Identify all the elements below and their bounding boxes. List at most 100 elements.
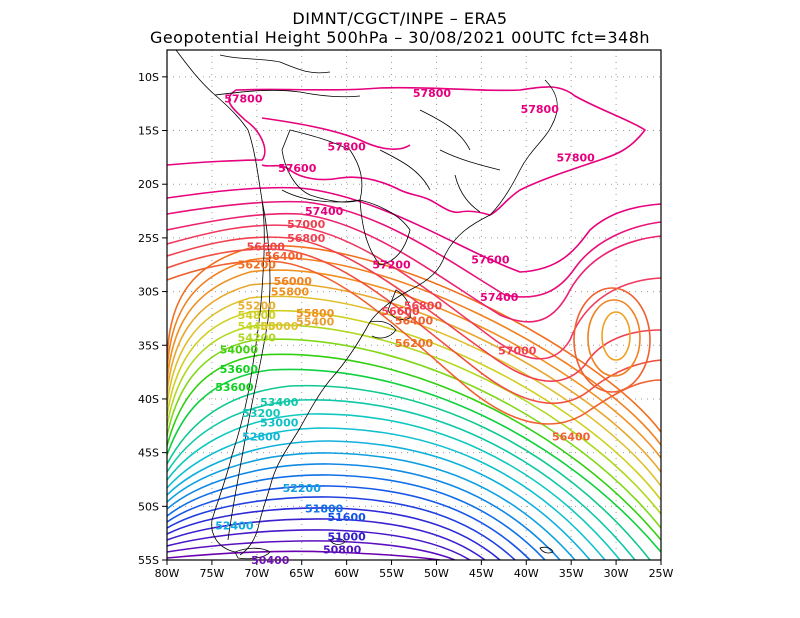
contour-label: 57000 — [287, 218, 326, 231]
contour-label: 57600 — [278, 162, 317, 175]
contour-50600 — [167, 518, 486, 560]
lon-tick-label: 40W — [514, 567, 539, 580]
contour-label: 57800 — [521, 103, 560, 116]
contour-label: 56000 — [274, 275, 313, 288]
contour-55800 — [167, 269, 661, 459]
contour-label: 57000 — [498, 345, 537, 358]
contour-label: 54400 — [238, 320, 277, 333]
contour-label: 53600 — [220, 363, 259, 376]
lat-tick-label: 30S — [138, 286, 159, 299]
contour-55200 — [167, 295, 661, 487]
map-title-line-1: DIMNT/CGCT/INPE – ERA5 — [292, 9, 508, 28]
contour-53000 — [167, 413, 621, 560]
contour-label: 56400 — [552, 431, 591, 444]
contour-55400 — [167, 282, 661, 473]
contour-label: 57200 — [372, 259, 411, 272]
contour-label: 52800 — [242, 431, 281, 444]
lat-tick-label: 35S — [138, 339, 159, 352]
contour-51400 — [167, 474, 546, 560]
contour-label: 50800 — [323, 543, 362, 556]
contour-label: 53600 — [215, 381, 254, 394]
contour-high-ring-2 — [587, 299, 641, 377]
contour-56400 — [167, 260, 661, 425]
lon-tick-label: 35W — [559, 567, 584, 580]
axis-ticks — [162, 76, 662, 565]
contour-53600 — [167, 368, 661, 553]
contour-50400 — [167, 529, 471, 560]
contour-label: 55800 — [271, 286, 310, 299]
contour-label: 54000 — [220, 344, 259, 357]
contour-57800-north — [167, 86, 647, 216]
lon-tick-label: 75W — [199, 567, 224, 580]
contour-52200 — [167, 452, 576, 560]
latitude-labels: 10S 15S 20S 25S 30S 35S 40S 45S 50S 55S — [138, 71, 159, 567]
contour-label: 51800 — [305, 502, 344, 515]
contour-label: 55800 — [296, 307, 335, 320]
lat-tick-label: 55S — [138, 554, 159, 567]
lat-tick-label: 40S — [138, 393, 159, 406]
lon-tick-label: 55W — [379, 567, 404, 580]
contour-label: 52200 — [283, 482, 322, 495]
map-title-line-2: Geopotential Height 500hPa – 30/08/2021 … — [149, 28, 651, 47]
contour-57000 — [167, 224, 661, 360]
contour-label: 56400 — [265, 250, 304, 263]
contour-label: 55400 — [296, 316, 335, 329]
contour-labels: 57800 57800578005780057800576005740057000… — [215, 87, 595, 567]
contour-54800 — [167, 310, 661, 501]
contour-label: 56200 — [238, 259, 277, 272]
contour-54000 — [167, 353, 661, 541]
contour-lines — [167, 86, 661, 560]
contour-label: 57800 — [413, 87, 452, 100]
contour-label: 56400 — [395, 315, 434, 328]
colombia-venezuela-border — [219, 54, 331, 74]
contour-label: 52400 — [215, 520, 254, 533]
lat-tick-label: 10S — [138, 71, 159, 84]
tierra-del-fuego — [234, 547, 271, 560]
lon-tick-label: 70W — [244, 567, 269, 580]
rio-de-la-plata — [369, 320, 397, 339]
contour-label: 57800 — [224, 92, 263, 105]
contour-57600 — [167, 186, 661, 273]
contour-label: 56600 — [247, 240, 286, 253]
contour-53400 — [167, 384, 651, 560]
lon-tick-label: 30W — [604, 567, 629, 580]
lon-tick-label: 45W — [469, 567, 494, 580]
contour-label: 55000 — [260, 320, 299, 333]
contour-52800 — [167, 427, 606, 560]
pacific-coastline — [175, 50, 265, 553]
country-border-argentina-north — [281, 189, 361, 203]
contour-56800 — [167, 236, 661, 382]
contour-51200 — [167, 485, 531, 560]
brazil-states — [379, 109, 501, 213]
contour-57800-inner — [261, 117, 411, 150]
contour-50800 — [167, 507, 501, 560]
contour-52400 — [167, 440, 591, 560]
contour-51000 — [167, 496, 516, 560]
contour-label: 56200 — [395, 337, 434, 350]
contour-label: 57800 — [327, 141, 366, 154]
contour-label: 57400 — [480, 291, 519, 304]
coastlines-and-borders — [175, 50, 558, 560]
contour-label: 56800 — [404, 300, 443, 313]
contour-label: 56800 — [287, 232, 326, 245]
contour-label: 56600 — [381, 305, 420, 318]
contour-53200 — [167, 399, 636, 560]
falkland-islands — [329, 537, 346, 545]
contour-label: 57800 — [557, 151, 596, 164]
grid-lines — [167, 50, 661, 560]
lat-tick-label: 25S — [138, 232, 159, 245]
contour-label: 51000 — [327, 530, 366, 543]
lon-tick-label: 65W — [289, 567, 314, 580]
lat-tick-label: 20S — [138, 178, 159, 191]
contour-high-ring-3 — [601, 311, 631, 361]
lon-tick-label: 80W — [155, 567, 180, 580]
contour-label: 50400 — [251, 554, 290, 567]
lat-tick-label: 50S — [138, 500, 159, 513]
contour-50000 — [167, 550, 441, 560]
country-border-argentina-chile — [227, 199, 271, 541]
lon-tick-label: 25W — [649, 567, 674, 580]
contour-54200 — [167, 338, 661, 529]
contour-label: 57400 — [305, 205, 344, 218]
contour-56000 — [167, 257, 661, 446]
